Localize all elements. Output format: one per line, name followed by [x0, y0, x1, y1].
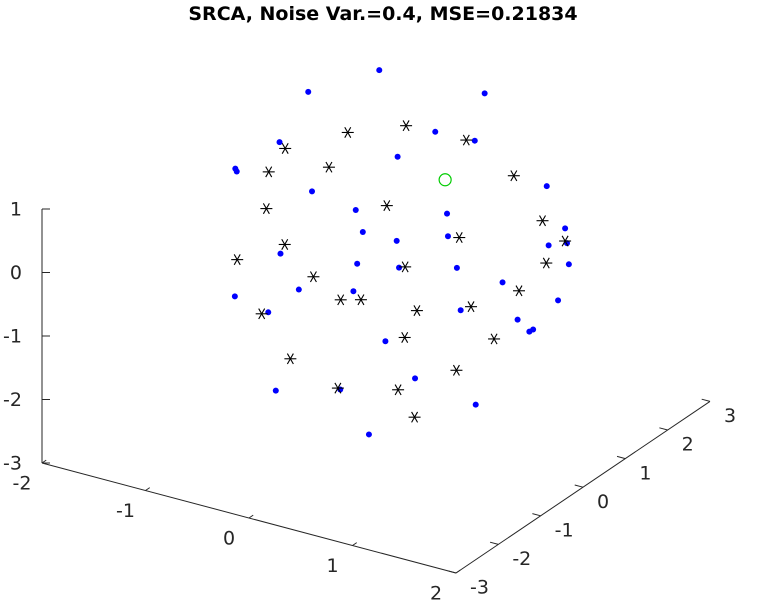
blue-data-point — [376, 67, 383, 74]
asterisk-data-point — [380, 200, 393, 212]
chart-title: SRCA, Noise Var.=0.4, MSE=0.21834 — [188, 3, 577, 25]
blue-data-point — [457, 307, 464, 314]
asterisk-data-point — [450, 364, 463, 376]
blue-data-point — [514, 316, 521, 323]
blue-data-point — [354, 260, 361, 267]
blue-data-point — [472, 401, 479, 408]
y-tick-label: -3 — [470, 577, 489, 599]
blue-data-point — [471, 137, 478, 144]
blue-data-point — [272, 387, 279, 394]
y-tick-mark — [616, 455, 626, 460]
asterisk-data-point — [536, 215, 549, 227]
y-tick-mark — [659, 427, 668, 431]
x-tick-mark — [455, 569, 461, 574]
data-points — [231, 67, 572, 438]
asterisk-data-point — [507, 170, 520, 182]
blue-data-point — [365, 431, 372, 438]
blue-data-point — [444, 210, 451, 217]
asterisk-data-point — [278, 238, 291, 250]
y-tick-label: -1 — [555, 519, 574, 541]
y-tick-mark — [532, 513, 541, 517]
x-tick-label: -1 — [116, 500, 135, 522]
blue-data-point — [309, 188, 316, 195]
asterisk-data-point — [392, 384, 405, 396]
asterisk-data-point — [354, 294, 367, 306]
asterisk-data-point — [260, 203, 273, 215]
blue-data-point — [295, 286, 302, 293]
z-tick-label: 1 — [10, 199, 22, 221]
blue-data-point — [499, 279, 506, 286]
blue-data-point — [305, 88, 312, 95]
blue-data-point — [543, 183, 550, 190]
z-tick-label: -3 — [3, 453, 22, 475]
y-tick-mark — [574, 484, 584, 488]
blue-data-point — [396, 264, 403, 271]
asterisk-data-point — [279, 142, 292, 154]
asterisk-data-point — [488, 333, 501, 345]
y-tick-label: 3 — [724, 405, 736, 427]
z-tick-label: 0 — [10, 262, 22, 284]
blue-data-point — [393, 237, 400, 244]
blue-data-point — [265, 309, 272, 316]
asterisk-data-point — [322, 161, 335, 173]
blue-data-point — [232, 165, 239, 172]
asterisk-data-point — [284, 353, 297, 365]
x-tick-label: 2 — [430, 583, 442, 602]
asterisk-data-point — [399, 261, 412, 273]
asterisk-data-point — [400, 120, 413, 132]
green-circle-point — [438, 173, 452, 187]
asterisk-data-point — [231, 254, 244, 266]
asterisk-data-point — [460, 134, 473, 146]
blue-data-point — [432, 128, 439, 135]
y-tick-label: 1 — [639, 462, 651, 484]
x-tick-mark — [352, 542, 358, 546]
y-tick-label: 2 — [682, 434, 694, 456]
asterisk-data-point — [559, 235, 572, 247]
asterisk-data-point — [540, 257, 553, 269]
blue-data-point — [545, 242, 552, 249]
y-tick-mark — [447, 570, 457, 574]
blue-data-point — [453, 264, 460, 271]
x-tick-label: 0 — [223, 528, 235, 550]
y-tick-mark — [701, 398, 711, 402]
blue-data-point — [481, 90, 488, 97]
asterisk-data-point — [255, 308, 268, 320]
blue-data-point — [352, 207, 359, 214]
z-tick-label: -2 — [3, 389, 22, 411]
x-tick-label: 1 — [326, 555, 338, 577]
blue-data-point — [359, 228, 366, 235]
asterisk-data-point — [398, 331, 411, 343]
asterisk-data-point — [408, 411, 421, 423]
blue-data-point — [530, 326, 537, 333]
x-tick-label: -2 — [13, 473, 32, 495]
blue-data-point — [277, 250, 284, 257]
blue-data-point — [231, 293, 238, 300]
blue-data-point — [382, 338, 389, 345]
y-tick-label: -2 — [512, 548, 531, 570]
asterisk-data-point — [341, 126, 354, 138]
blue-data-point — [565, 261, 572, 268]
z-tick-label: -1 — [3, 326, 22, 348]
asterisk-data-point — [410, 305, 423, 317]
x-tick-mark — [145, 487, 151, 491]
asterisk-data-point — [307, 271, 320, 283]
y-tick-mark — [489, 541, 499, 545]
blue-data-point — [350, 288, 357, 295]
blue-data-point — [444, 233, 451, 240]
asterisk-data-point — [465, 301, 478, 313]
x-tick-mark — [248, 514, 254, 519]
y-tick-label: 0 — [597, 491, 609, 513]
blue-data-point — [412, 375, 419, 382]
asterisk-data-point — [262, 166, 275, 178]
asterisk-data-point — [453, 232, 466, 244]
asterisk-data-point — [513, 285, 526, 297]
blue-data-point — [276, 139, 283, 146]
blue-data-point — [562, 225, 569, 232]
blue-data-point — [394, 153, 401, 160]
asterisk-data-point — [331, 382, 344, 394]
asterisk-data-point — [334, 294, 347, 306]
blue-data-point — [555, 297, 562, 304]
